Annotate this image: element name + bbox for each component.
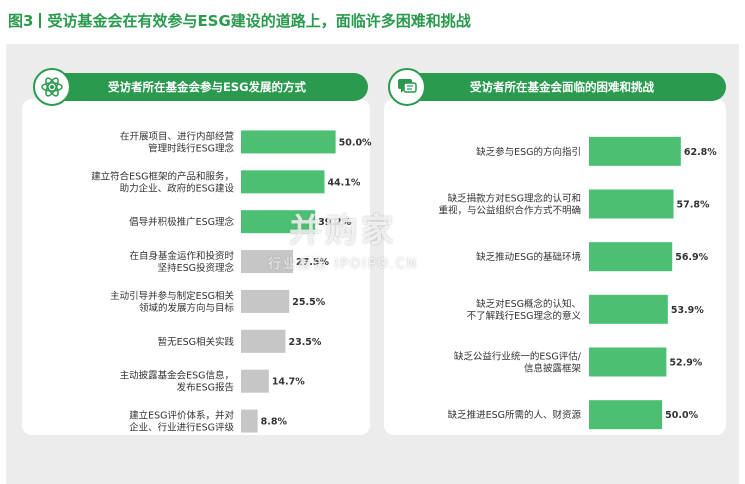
title-divider	[39, 13, 42, 28]
bar-1-3	[589, 294, 668, 324]
value-label-0-4: 25.5%	[292, 297, 325, 308]
category-label-0-2: 倡导并积极推广ESG理念	[129, 216, 234, 228]
value-label-0-2: 39.2%	[318, 217, 351, 228]
figure-title: 图3 受访基金会在有效参与ESG建设的道路上，面临许多困难和挑战	[8, 10, 471, 31]
bar-0-2	[241, 210, 316, 234]
category-label-1-1-line0: 缺乏捐款方对ESG理念的认可和	[448, 193, 581, 205]
right-chart-title: 受访者所在基金会面临的困难和挑战	[398, 73, 726, 101]
category-label-1-3-line0: 缺乏对ESG概念的认知、	[476, 298, 581, 310]
category-label-0-3-line0: 在自身基金运作和投资时	[129, 250, 234, 262]
bar-0-1	[241, 170, 325, 194]
left-chart-title: 受访者所在基金会参与ESG发展的方式	[46, 73, 368, 101]
value-label-1-2: 56.9%	[675, 252, 708, 263]
category-label-0-0-line1: 管理时践行ESG理念	[148, 142, 234, 154]
value-label-1-1: 57.8%	[677, 200, 710, 211]
figure-title-text: 受访基金会在有效参与ESG建设的道路上，面临许多困难和挑战	[47, 12, 471, 30]
chat-bubble-icon	[388, 68, 426, 106]
category-label-0-5: 暂无ESG相关实践	[158, 336, 235, 348]
category-label-0-6-line1: 发布ESG报告	[177, 382, 234, 394]
value-label-1-0: 62.8%	[684, 147, 717, 158]
category-label-0-7-line0: 建立ESG评价体系，并对	[129, 410, 234, 422]
category-label-1-5: 缺乏推进ESG所需的人、财资源	[448, 409, 582, 421]
category-label-0-0-line0: 在开展项目、进行内部经营	[120, 130, 234, 142]
value-label-1-3: 53.9%	[671, 305, 704, 316]
category-label-1-2: 缺乏推动ESG的基础环境	[476, 251, 581, 263]
category-label-1-3-line1: 不了解践行ESG理念的意义	[467, 310, 582, 322]
left-chart-panel	[22, 99, 370, 435]
value-label-1-5: 50.0%	[665, 410, 698, 421]
category-label-1-4-line0: 缺乏公益行业统一的ESG评估/	[454, 351, 582, 363]
bar-0-6	[241, 369, 269, 393]
category-label-0-4-line0: 主动引导并参与制定ESG相关	[110, 290, 234, 302]
figure-number: 图3	[8, 12, 34, 30]
value-label-0-6: 14.7%	[272, 377, 305, 388]
bar-0-5	[241, 329, 286, 353]
value-label-0-3: 27.5%	[296, 257, 329, 268]
bar-0-4	[241, 289, 290, 313]
value-label-1-4: 52.9%	[669, 358, 702, 369]
bar-0-3	[241, 250, 294, 274]
bar-1-0	[589, 136, 681, 166]
atom-icon	[33, 68, 71, 106]
bar-1-4	[589, 347, 667, 377]
right-chart-title-text: 受访者所在基金会面临的困难和挑战	[470, 80, 654, 94]
value-label-0-0: 50.0%	[339, 137, 372, 148]
category-label-0-4-line1: 领域的发展方向与目标	[139, 302, 235, 314]
value-label-0-7: 8.8%	[261, 417, 288, 428]
category-label-0-1-line1: 助力企业、政府的ESG建设	[120, 182, 235, 194]
bar-1-5	[589, 400, 663, 430]
left-chart-title-text: 受访者所在基金会参与ESG发展的方式	[107, 80, 307, 94]
value-label-0-5: 23.5%	[288, 337, 321, 348]
bar-0-0	[241, 130, 336, 154]
category-label-1-4-line1: 信息披露框架	[524, 363, 582, 375]
category-label-1-0: 缺乏参与ESG的方向指引	[476, 146, 581, 158]
bar-0-7	[241, 409, 258, 433]
category-label-0-7-line1: 企业、行业进行ESG评级	[129, 422, 234, 434]
bar-1-2	[589, 242, 673, 272]
category-label-0-3-line1: 坚持ESG投资理念	[158, 262, 235, 274]
category-label-0-1-line0: 建立符合ESG框架的产品和服务，	[91, 170, 234, 182]
category-label-1-1-line1: 重视，与公益组织合作方式不明确	[438, 205, 581, 217]
bar-1-1	[589, 189, 674, 219]
category-label-0-6-line0: 主动披露基金会ESG信息，	[120, 370, 234, 382]
value-label-0-1: 44.1%	[327, 177, 360, 188]
